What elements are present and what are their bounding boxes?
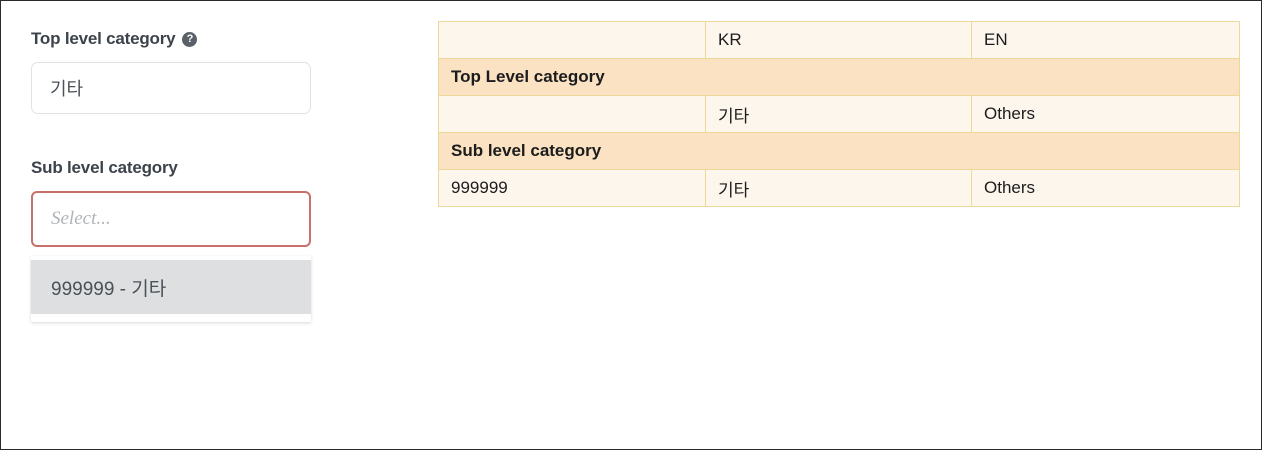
- dropdown-option-label: 999999 - 기타: [51, 278, 167, 300]
- cell-kr: 기타: [705, 95, 972, 133]
- table-row: 기타 Others: [438, 95, 1240, 133]
- cell-code: [438, 95, 706, 133]
- cell-code: 999999: [438, 169, 706, 207]
- table-section-row-sub-level: Sub level category: [438, 132, 1240, 170]
- cell-kr: 기타: [705, 169, 972, 207]
- section-label-sub-level: Sub level category: [438, 132, 1240, 170]
- sub-level-category-dropdown-menu[interactable]: 999999 - 기타: [31, 256, 311, 322]
- category-form: Top level category ? Sub level category …: [31, 29, 311, 322]
- sub-level-category-field: Sub level category Select... 999999 - 기타: [31, 158, 311, 322]
- sub-level-category-placeholder: Select...: [51, 208, 111, 229]
- category-reference-table: KR EN Top Level category 기타 Others Sub l…: [438, 21, 1240, 207]
- top-level-category-label-text: Top level category: [31, 29, 176, 48]
- sub-level-category-select[interactable]: Select...: [31, 191, 311, 247]
- header-cell-blank: [438, 21, 706, 59]
- dropdown-option-999999[interactable]: 999999 - 기타: [31, 260, 311, 314]
- sub-level-category-label-text: Sub level category: [31, 158, 178, 177]
- top-level-category-label: Top level category ?: [31, 29, 311, 49]
- table-row: 999999 기타 Others: [438, 169, 1240, 207]
- cell-en: Others: [971, 95, 1240, 133]
- section-label-top-level: Top Level category: [438, 58, 1240, 96]
- header-cell-kr: KR: [705, 21, 972, 59]
- header-cell-en: EN: [971, 21, 1240, 59]
- table-section-row-top-level: Top Level category: [438, 58, 1240, 96]
- cell-en: Others: [971, 169, 1240, 207]
- sub-level-category-label: Sub level category: [31, 158, 311, 178]
- table-header-row: KR EN: [438, 21, 1240, 59]
- top-level-category-input[interactable]: [31, 62, 311, 114]
- top-level-category-field: Top level category ?: [31, 29, 311, 114]
- question-mark-circle-icon[interactable]: ?: [182, 31, 198, 47]
